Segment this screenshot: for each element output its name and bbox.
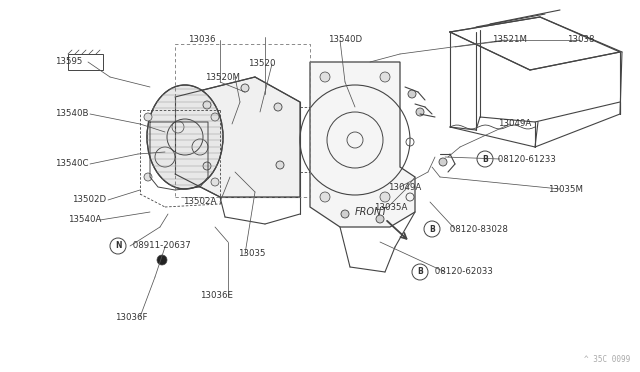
Text: 13038: 13038 [567, 35, 595, 45]
Text: 13595: 13595 [55, 58, 83, 67]
Text: B: B [482, 154, 488, 164]
Text: 13520M: 13520M [205, 73, 240, 81]
Circle shape [341, 210, 349, 218]
Text: FRONT: FRONT [355, 207, 388, 217]
Circle shape [241, 84, 249, 92]
Text: 13035A: 13035A [374, 202, 408, 212]
Circle shape [380, 72, 390, 82]
Text: 13521M: 13521M [492, 35, 527, 45]
Ellipse shape [147, 85, 223, 189]
Circle shape [144, 173, 152, 181]
Text: 13036E: 13036E [200, 292, 233, 301]
Circle shape [416, 108, 424, 116]
Text: 08120-83028: 08120-83028 [447, 224, 508, 234]
Text: 08911-20637: 08911-20637 [130, 241, 191, 250]
Text: B: B [429, 224, 435, 234]
Circle shape [320, 192, 330, 202]
Circle shape [380, 192, 390, 202]
PathPatch shape [175, 77, 300, 197]
Circle shape [320, 72, 330, 82]
Circle shape [203, 101, 211, 109]
Text: 13035: 13035 [238, 250, 266, 259]
Text: 13502D: 13502D [72, 196, 106, 205]
Text: N: N [115, 241, 121, 250]
Circle shape [439, 158, 447, 166]
Text: ^ 35C 0099: ^ 35C 0099 [584, 355, 630, 364]
Circle shape [276, 161, 284, 169]
Bar [68, 54, 103, 70]
Circle shape [203, 162, 211, 170]
Text: 13520: 13520 [248, 60, 275, 68]
Circle shape [211, 113, 219, 121]
PathPatch shape [310, 62, 415, 227]
Circle shape [144, 113, 152, 121]
Text: 13540A: 13540A [68, 215, 101, 224]
Circle shape [408, 90, 416, 98]
Text: 13036F: 13036F [115, 312, 147, 321]
Text: B: B [417, 267, 423, 276]
Circle shape [157, 255, 167, 265]
Text: 13502A: 13502A [183, 198, 217, 206]
Text: 13036: 13036 [188, 35, 216, 45]
Text: 13049A: 13049A [388, 183, 421, 192]
Text: 13049A: 13049A [498, 119, 531, 128]
Text: 08120-62033: 08120-62033 [432, 267, 493, 276]
Text: 13540C: 13540C [55, 160, 88, 169]
Circle shape [211, 178, 219, 186]
Text: 08120-61233: 08120-61233 [495, 154, 556, 164]
Text: 13035M: 13035M [548, 185, 583, 193]
Text: 13540B: 13540B [55, 109, 88, 119]
Circle shape [376, 215, 384, 223]
Text: 13540D: 13540D [328, 35, 362, 45]
Circle shape [274, 103, 282, 111]
